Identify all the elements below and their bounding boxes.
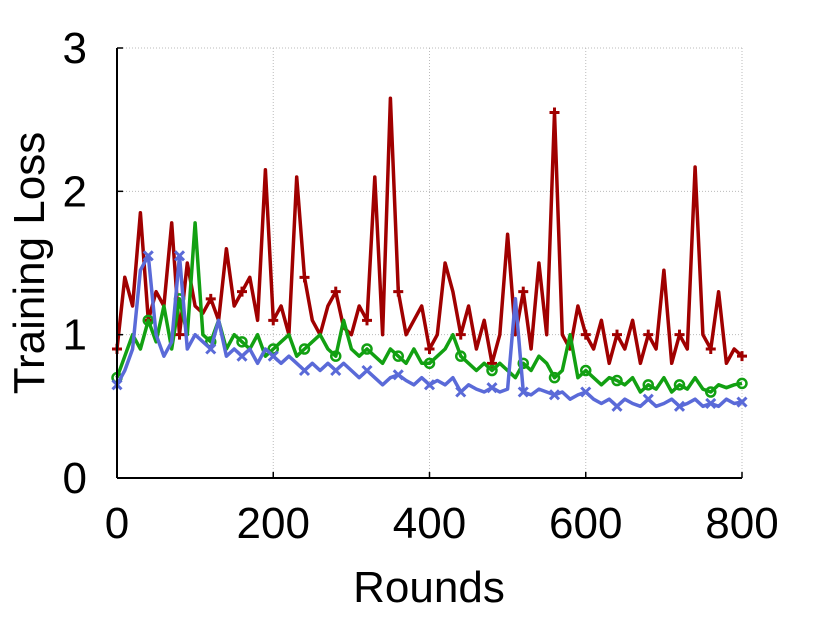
y-tick-label: 2 [63, 167, 87, 216]
x-axis-title: Rounds [353, 563, 505, 612]
data-point [423, 379, 436, 391]
data-point [267, 343, 279, 355]
data-point [580, 386, 592, 398]
data-point [361, 364, 373, 377]
data-point [173, 250, 186, 262]
data-point [236, 350, 248, 362]
data-point [393, 286, 404, 297]
data-point [330, 364, 342, 377]
data-point [517, 357, 529, 370]
data-point [423, 357, 436, 370]
data-point [142, 250, 154, 262]
data-point [705, 344, 716, 354]
y-axis-title: Training Loss [5, 132, 54, 395]
data-point [455, 386, 467, 398]
data-point [612, 329, 622, 340]
x-tick-label: 800 [705, 499, 778, 548]
data-point [643, 329, 654, 340]
data-point [455, 350, 467, 362]
data-point [611, 400, 623, 412]
data-point [548, 371, 561, 384]
data-point [330, 286, 341, 297]
data-point [580, 364, 592, 377]
data-point [424, 344, 435, 354]
data-point [298, 364, 311, 377]
data-point [298, 343, 311, 355]
data-point [642, 379, 654, 391]
data-point [736, 396, 748, 408]
data-point [548, 389, 561, 401]
series-line [115, 96, 744, 366]
tick-layer: 0 1 2 3 0 200 400 600 800 [63, 24, 779, 548]
y-tick-label: 3 [63, 24, 87, 73]
x-tick-label: 400 [393, 499, 466, 548]
data-point [737, 351, 747, 362]
series-layer [111, 96, 748, 412]
data-point [642, 393, 654, 405]
x-tick-label: 600 [549, 499, 622, 548]
data-point [268, 315, 279, 326]
data-point [486, 364, 498, 377]
data-point [705, 386, 717, 398]
data-point [174, 329, 185, 340]
data-point [517, 386, 529, 398]
y-tick-label: 0 [63, 454, 87, 503]
data-point [205, 343, 217, 355]
data-point [518, 286, 529, 297]
data-point [237, 286, 247, 297]
data-point [267, 350, 279, 362]
data-point [392, 350, 404, 362]
data-point [674, 329, 685, 340]
x-tick-label: 0 [105, 499, 129, 548]
data-point [611, 374, 623, 387]
data-point [580, 329, 591, 340]
y-tick-label: 1 [63, 311, 87, 360]
data-point [486, 382, 498, 394]
data-point [205, 293, 216, 304]
data-point [549, 107, 560, 118]
data-point [736, 377, 748, 390]
x-tick-label: 200 [237, 499, 310, 548]
data-point [330, 350, 342, 362]
data-point [673, 400, 686, 412]
data-point [362, 315, 372, 326]
axes [116, 48, 742, 479]
grid-lines [117, 47, 743, 478]
data-point [455, 329, 466, 340]
data-point [392, 369, 404, 381]
data-point [673, 379, 686, 391]
data-point [299, 272, 310, 283]
data-point [236, 336, 248, 348]
data-point [705, 397, 717, 410]
data-point [142, 314, 154, 327]
data-point [361, 343, 373, 355]
